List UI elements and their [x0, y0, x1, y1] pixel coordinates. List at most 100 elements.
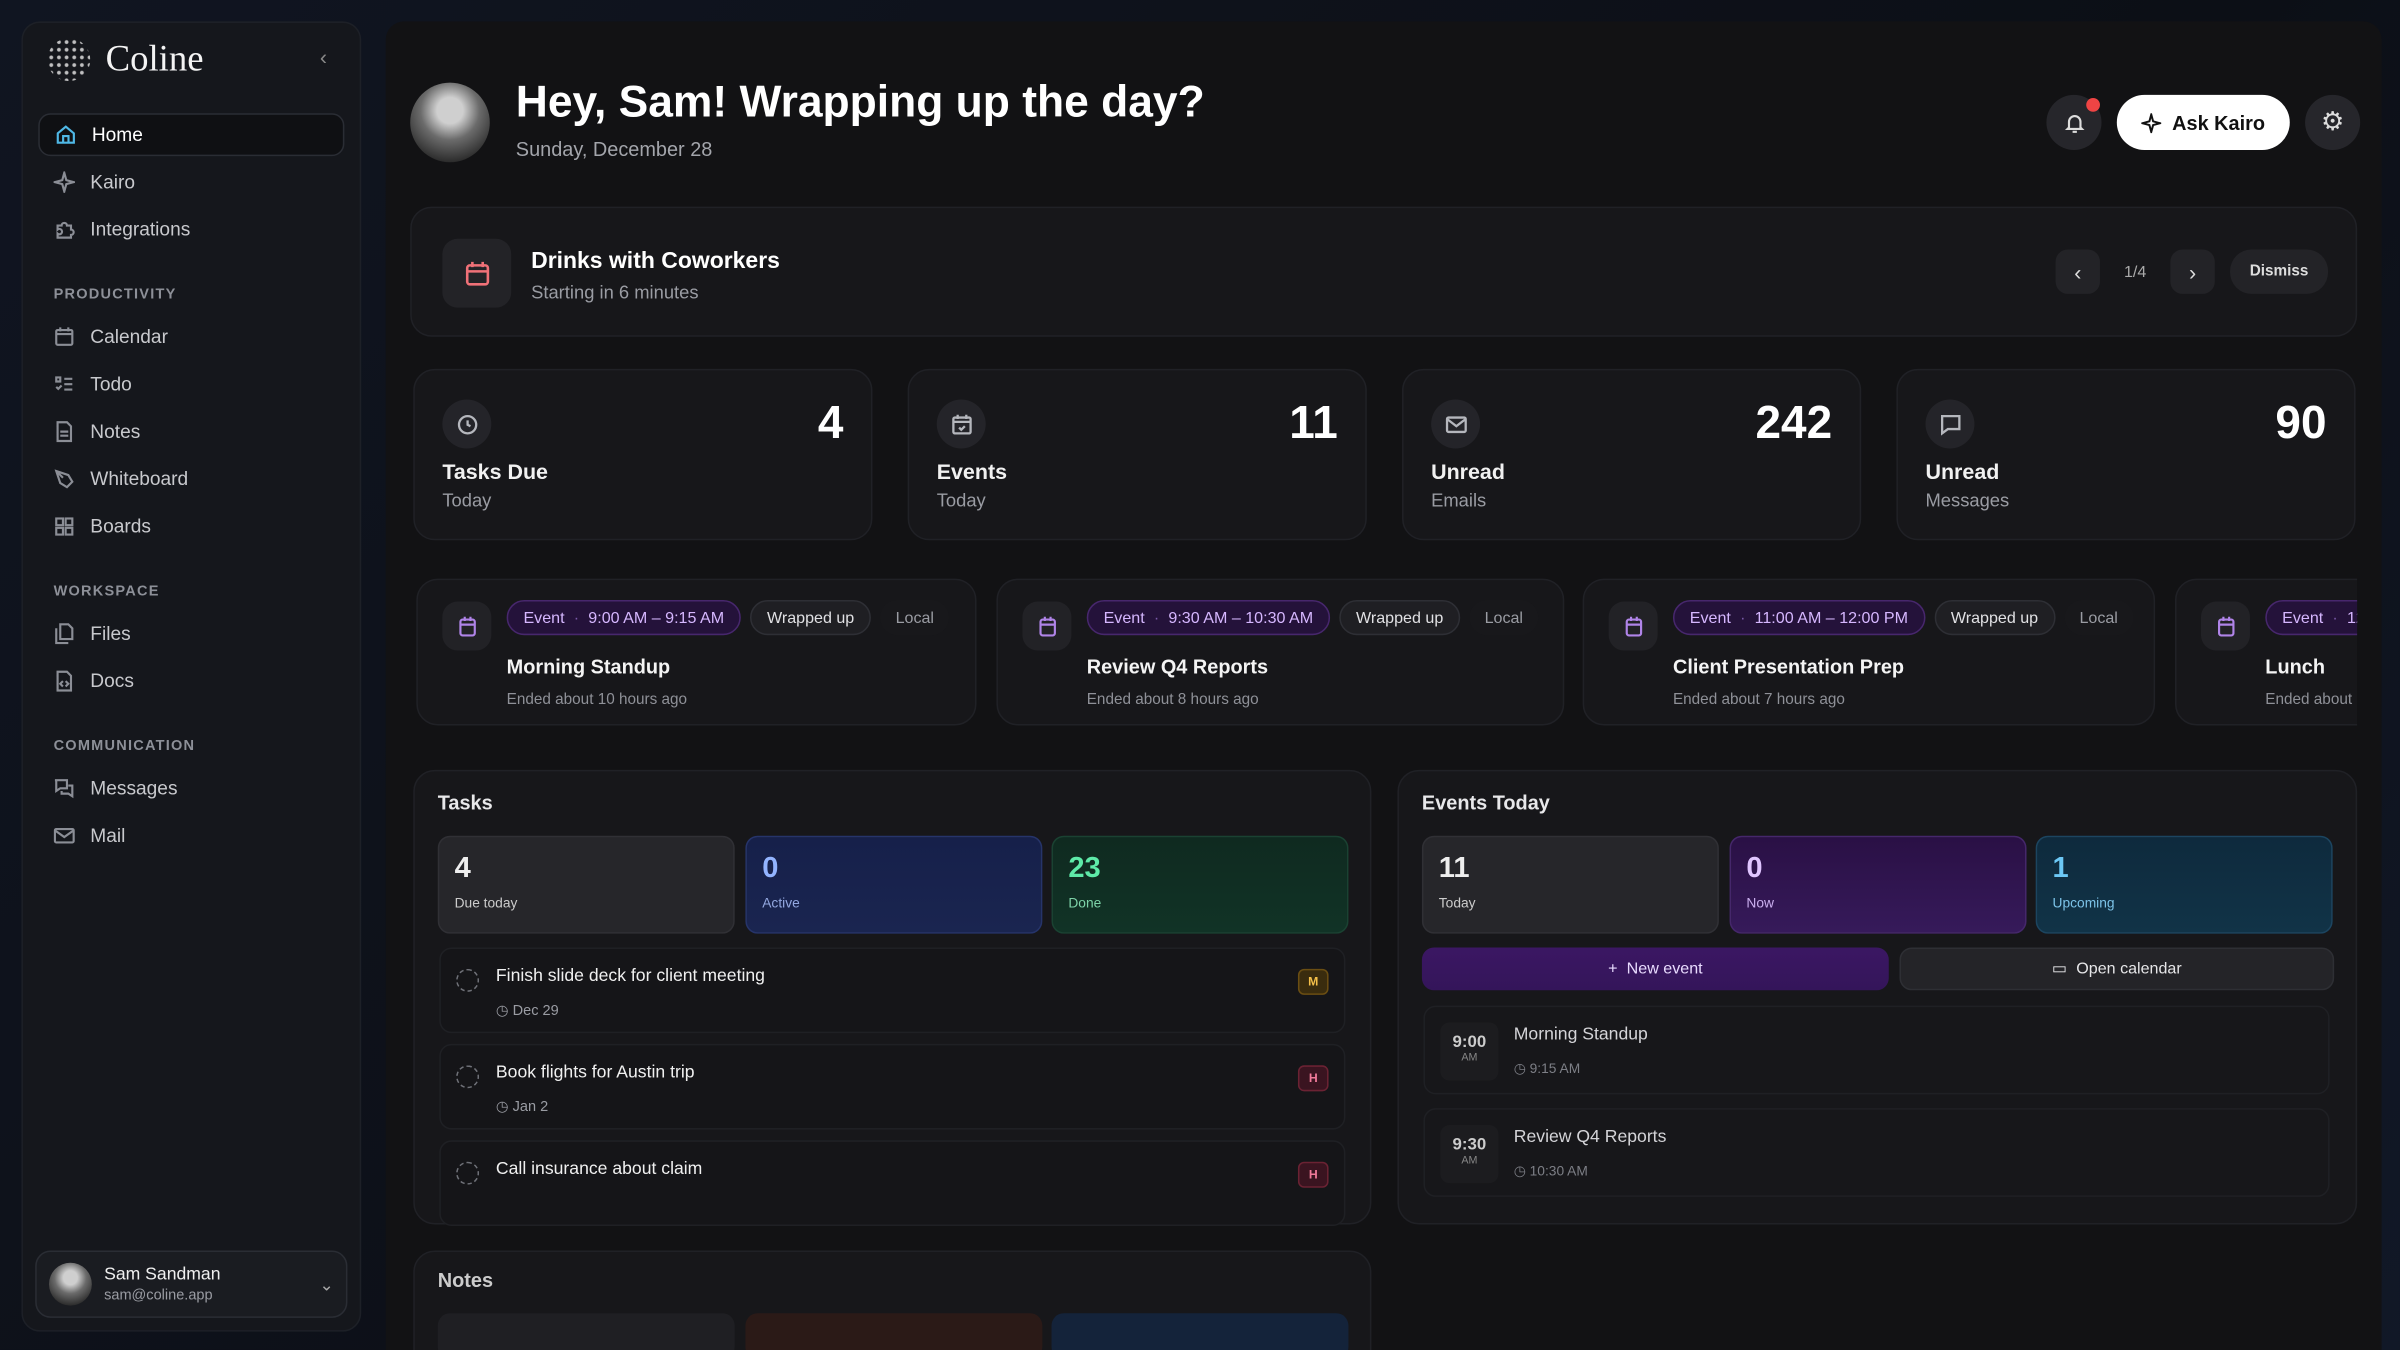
summary-upcoming[interactable]: 1 Upcoming: [2035, 835, 2333, 934]
task-checkbox[interactable]: [456, 968, 480, 992]
sidebar-item-files[interactable]: Files: [38, 612, 344, 655]
clock-icon: ◷: [495, 1002, 509, 1020]
priority-badge: M: [1297, 968, 1329, 995]
sidebar-item-todo[interactable]: Todo: [38, 363, 344, 406]
status-pill: Wrapped up: [750, 599, 872, 636]
summary-done[interactable]: 23 Done: [1051, 835, 1349, 934]
pen-tool-icon: [54, 469, 74, 489]
user-menu[interactable]: Sam Sandman sam@coline.app ⌄: [35, 1250, 348, 1318]
banner-title: Drinks with Coworkers: [531, 247, 780, 274]
stat-value: 242: [1755, 397, 1833, 449]
event-card[interactable]: Event·12 Lunch Ended about: [2174, 578, 2358, 726]
event-card[interactable]: Event · 9:00 AM – 9:15 AM Wrapped up Local M…: [416, 578, 977, 726]
summary-value: 4: [454, 852, 471, 885]
stat-card[interactable]: 11 Events Today: [907, 368, 1367, 541]
event-time-pill: Event · 9:00 AM – 9:15 AM: [506, 599, 741, 636]
task-checkbox[interactable]: [456, 1161, 480, 1185]
pager-indicator: 1/4: [2123, 262, 2147, 281]
sidebar-item-label: Home: [91, 123, 143, 146]
event-tag: Event: [1103, 608, 1145, 627]
summary-active[interactable]: 0 Active: [745, 835, 1043, 934]
new-event-button[interactable]: + New event: [1421, 947, 1889, 991]
sidebar-item-notes[interactable]: Notes: [38, 410, 344, 453]
stat-card[interactable]: 242 Unread Emails: [1402, 368, 1862, 541]
sidebar-item-messages[interactable]: Messages: [38, 767, 344, 810]
event-card[interactable]: Event · 11:00 AM – 12:00 PM Wrapped up Local…: [1582, 578, 2156, 726]
sidebar-item-mail[interactable]: Mail: [38, 814, 344, 857]
collapse-sidebar-button[interactable]: ‹: [319, 44, 328, 69]
sidebar-item-label: Mail: [90, 824, 126, 847]
task-item[interactable]: Book flights for Austin trip ◷ Jan 2 H: [439, 1043, 1346, 1130]
event-card[interactable]: Event · 9:30 AM – 10:30 AM Wrapped up Local …: [996, 578, 1565, 726]
sparkle-icon: [2141, 112, 2162, 133]
task-due-date: Jan 2: [512, 1098, 549, 1116]
settings-button[interactable]: ⚙: [2305, 94, 2361, 150]
note-card[interactable]: [1051, 1313, 1349, 1350]
calendar-icon: [55, 327, 74, 346]
banner-icon-box: [442, 238, 512, 308]
sidebar-item-boards[interactable]: Boards: [38, 505, 344, 548]
summary-label: Active: [762, 895, 800, 911]
sidebar-item-label: Integrations: [90, 218, 191, 241]
ask-kairo-button[interactable]: Ask Kairo: [2116, 94, 2290, 150]
sidebar-item-home[interactable]: Home: [38, 113, 345, 157]
event-time: 9:00 AM – 9:15 AM: [588, 608, 725, 627]
summary-due-today[interactable]: 4 Due today: [437, 835, 735, 934]
start-ampm: AM: [1461, 1053, 1478, 1064]
sidebar-item-label: Notes: [90, 420, 141, 443]
sidebar-item-kairo[interactable]: Kairo: [38, 161, 344, 204]
sidebar-item-label: Whiteboard: [90, 468, 189, 490]
note-card[interactable]: [437, 1313, 735, 1350]
calendar-icon: [1022, 601, 1072, 651]
stat-card[interactable]: 4 Tasks Due Today: [413, 368, 873, 541]
code-doc-icon: [56, 670, 73, 692]
section-title: PRODUCTIVITY: [53, 286, 177, 304]
new-event-label: New event: [1626, 959, 1703, 979]
summary-value: 0: [762, 852, 779, 885]
summary-today[interactable]: 11 Today: [1421, 835, 1719, 934]
task-title: Call insurance about claim: [495, 1160, 703, 1179]
dismiss-button[interactable]: Dismiss: [2230, 249, 2329, 294]
task-item[interactable]: Call insurance about claim H: [439, 1140, 1346, 1227]
start-ampm: AM: [1461, 1155, 1478, 1167]
stat-sublabel: Messages: [1925, 489, 2010, 512]
event-ended: Ended about: [2265, 691, 2353, 709]
event-title: Lunch: [2265, 655, 2325, 679]
chat-icon: [1925, 399, 1975, 449]
summary-value: 1: [2052, 852, 2069, 885]
task-checkbox[interactable]: [456, 1065, 480, 1089]
app-name: Coline: [105, 39, 204, 79]
sidebar-item-calendar[interactable]: Calendar: [38, 315, 344, 358]
summary-now[interactable]: 0 Now: [1729, 835, 2027, 934]
sidebar-item-integrations[interactable]: Integrations: [38, 208, 344, 251]
event-end-time: 9:15 AM: [1529, 1060, 1581, 1077]
task-item[interactable]: Finish slide deck for client meeting ◷ D…: [439, 947, 1346, 1034]
messages-icon: [54, 779, 74, 799]
event-ended: Ended about 10 hours ago: [506, 691, 688, 709]
stat-card[interactable]: 90 Unread Messages: [1896, 368, 2356, 541]
note-card[interactable]: [745, 1313, 1043, 1350]
summary-label: Done: [1068, 895, 1102, 911]
summary-value: 23: [1068, 852, 1101, 885]
event-list-item[interactable]: 9:30 AM Review Q4 Reports ◷ 10:30 AM: [1423, 1108, 2330, 1197]
next-button[interactable]: ›: [2170, 249, 2215, 294]
puzzle-icon: [56, 221, 75, 239]
summary-label: Upcoming: [2052, 895, 2115, 911]
sidebar-item-docs[interactable]: Docs: [38, 660, 344, 703]
calendar-icon: [1608, 601, 1658, 651]
event-list-item[interactable]: 9:00 AM Morning Standup ◷ 9:15 AM: [1423, 1005, 2330, 1095]
task-due-date: Dec 29: [512, 1002, 559, 1020]
start-time: 9:30: [1452, 1135, 1487, 1155]
status-pill: Wrapped up: [1934, 599, 2055, 636]
sidebar-item-label: Files: [90, 622, 131, 645]
clock-icon: ◷: [495, 1098, 509, 1116]
event-title: Review Q4 Reports: [1513, 1128, 1667, 1147]
open-calendar-button[interactable]: ▭ Open calendar: [1899, 947, 2335, 991]
notifications-button[interactable]: [2046, 94, 2102, 150]
event-tag: Event: [1689, 608, 1731, 627]
sidebar-item-whiteboard[interactable]: Whiteboard: [38, 458, 344, 501]
prev-button[interactable]: ‹: [2055, 249, 2100, 294]
sidebar-item-label: Boards: [90, 515, 151, 538]
calendar-check-icon: [936, 399, 986, 449]
logo[interactable]: Coline: [47, 38, 204, 82]
